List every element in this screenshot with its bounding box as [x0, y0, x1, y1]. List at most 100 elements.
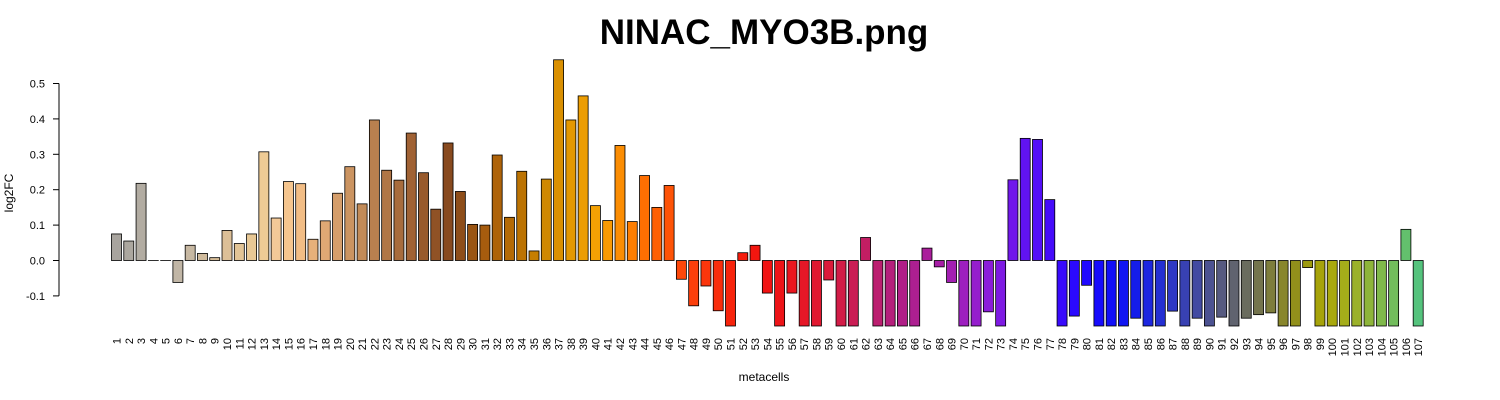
x-tick-label: 78: [1057, 338, 1069, 350]
x-tick-label: 106: [1401, 338, 1413, 356]
x-tick-label: 25: [406, 338, 418, 350]
bar-42: [614, 145, 626, 261]
bar-61: [847, 260, 859, 327]
bar-76: [1032, 139, 1043, 261]
x-tick-label: 73: [996, 338, 1008, 350]
y-axis: -0.1 0.0 0.1 0.2 0.3 0.4 0.5: [26, 79, 60, 303]
bar-105: [1388, 260, 1400, 327]
bar-50: [712, 260, 724, 312]
bar-15: [283, 181, 294, 261]
x-tick-label: 39: [578, 338, 590, 350]
x-tick-label: 57: [799, 338, 811, 350]
x-tick-label: 53: [750, 338, 762, 350]
bar-107: [1412, 260, 1424, 327]
bar-63: [872, 260, 884, 327]
x-axis-category-labels: 1 2 3 4 5 6 7 8 9 10 11 12 13 14 15 16 17 18 19 20 21 22 23 24 2…: [112, 338, 1426, 356]
x-tick-label: 22: [369, 338, 381, 350]
x-tick-label: 87: [1168, 338, 1180, 350]
bar-35: [528, 250, 540, 261]
bar-23: [381, 169, 393, 261]
bar-13: [258, 151, 270, 261]
bar-36: [540, 178, 552, 261]
x-tick-label: 95: [1266, 338, 1278, 350]
x-tick-label: 33: [504, 338, 516, 350]
bar-75: [1019, 137, 1031, 261]
x-tick-label: 2: [124, 338, 136, 344]
bar-59: [823, 260, 835, 281]
bar-10: [221, 230, 233, 261]
bar-38: [565, 119, 577, 261]
x-tick-label: 14: [271, 338, 283, 350]
bar-103: [1363, 260, 1375, 327]
x-tick-label: 17: [308, 338, 320, 350]
x-tick-label: 23: [382, 338, 394, 350]
x-tick-label: 58: [811, 338, 823, 350]
bar-96: [1277, 260, 1289, 327]
bar-27: [430, 208, 442, 261]
x-tick-label: 83: [1118, 338, 1130, 350]
x-tick-label: 74: [1008, 338, 1020, 350]
bar-39: [577, 95, 589, 261]
x-tick-label: 51: [726, 338, 738, 350]
x-tick-label: 9: [210, 338, 222, 344]
x-tick-label: 104: [1376, 338, 1388, 356]
y-tick-label: 0.4: [30, 114, 45, 126]
bar-95: [1265, 260, 1277, 314]
bar-41: [602, 220, 614, 261]
x-tick-label: 90: [1204, 338, 1216, 350]
bar-86: [1154, 260, 1166, 327]
bar-6: [172, 260, 184, 283]
bar-57: [798, 260, 810, 327]
bar-19: [332, 192, 343, 261]
x-tick-label: 103: [1364, 338, 1376, 356]
x-tick-label: 86: [1155, 338, 1167, 350]
x-tick-label: 100: [1327, 338, 1339, 356]
x-tick-label: 29: [455, 338, 467, 350]
x-tick-label: 41: [603, 338, 615, 350]
x-tick-label: 37: [554, 338, 566, 350]
x-tick-label: 21: [357, 338, 369, 350]
bar-64: [884, 260, 896, 327]
x-tick-label: 3: [136, 338, 148, 344]
x-tick-label: 71: [971, 338, 983, 350]
x-tick-label: 92: [1229, 338, 1241, 350]
x-tick-label: 1: [112, 338, 124, 344]
y-tick-label: 0.5: [30, 79, 45, 91]
bar-48: [688, 260, 700, 307]
bar-99: [1314, 260, 1326, 327]
x-tick-label: 36: [541, 338, 553, 350]
bar-21: [356, 203, 368, 261]
y-tick-label: 0.3: [30, 149, 45, 161]
x-tick-label: 91: [1217, 338, 1229, 350]
x-tick-label: 88: [1180, 338, 1192, 350]
x-tick-label: 8: [197, 338, 209, 344]
x-tick-label: 102: [1352, 338, 1364, 356]
bar-85: [1142, 260, 1154, 327]
bar-49: [700, 260, 712, 287]
bar-58: [811, 260, 822, 327]
bar-87: [1167, 260, 1178, 312]
bar-31: [479, 224, 491, 261]
bar-100: [1326, 260, 1338, 327]
bar-98: [1302, 260, 1314, 268]
bar-94: [1253, 260, 1264, 316]
x-tick-label: 69: [947, 338, 959, 350]
x-tick-label: 27: [431, 338, 443, 350]
x-tick-label: 107: [1413, 338, 1425, 356]
x-tick-label: 19: [333, 338, 345, 350]
y-axis-label: log2FC: [2, 173, 16, 212]
x-tick-label: 47: [676, 338, 688, 350]
x-tick-label: 64: [885, 338, 897, 350]
bar-25: [405, 132, 417, 261]
bar-69: [946, 260, 957, 283]
bar-45: [651, 206, 663, 261]
x-tick-label: 49: [701, 338, 713, 350]
bar-72: [982, 260, 994, 313]
bar-80: [1081, 260, 1093, 286]
x-tick-label: 77: [1045, 338, 1057, 350]
bar-54: [761, 260, 773, 294]
bar-82: [1105, 260, 1117, 327]
bar-17: [307, 238, 319, 261]
x-tick-label: 18: [320, 338, 332, 350]
